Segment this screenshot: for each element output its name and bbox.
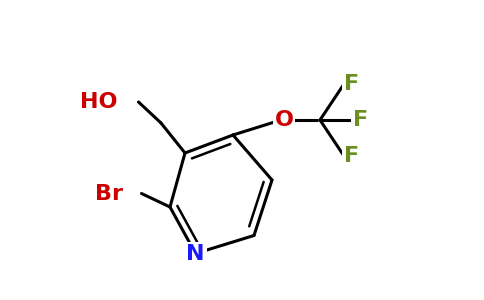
Text: O: O (274, 110, 293, 130)
Text: F: F (344, 74, 359, 94)
Text: F: F (353, 110, 368, 130)
Text: N: N (186, 244, 205, 263)
Text: Br: Br (95, 184, 123, 203)
Text: HO: HO (80, 92, 118, 112)
Text: F: F (344, 146, 359, 166)
